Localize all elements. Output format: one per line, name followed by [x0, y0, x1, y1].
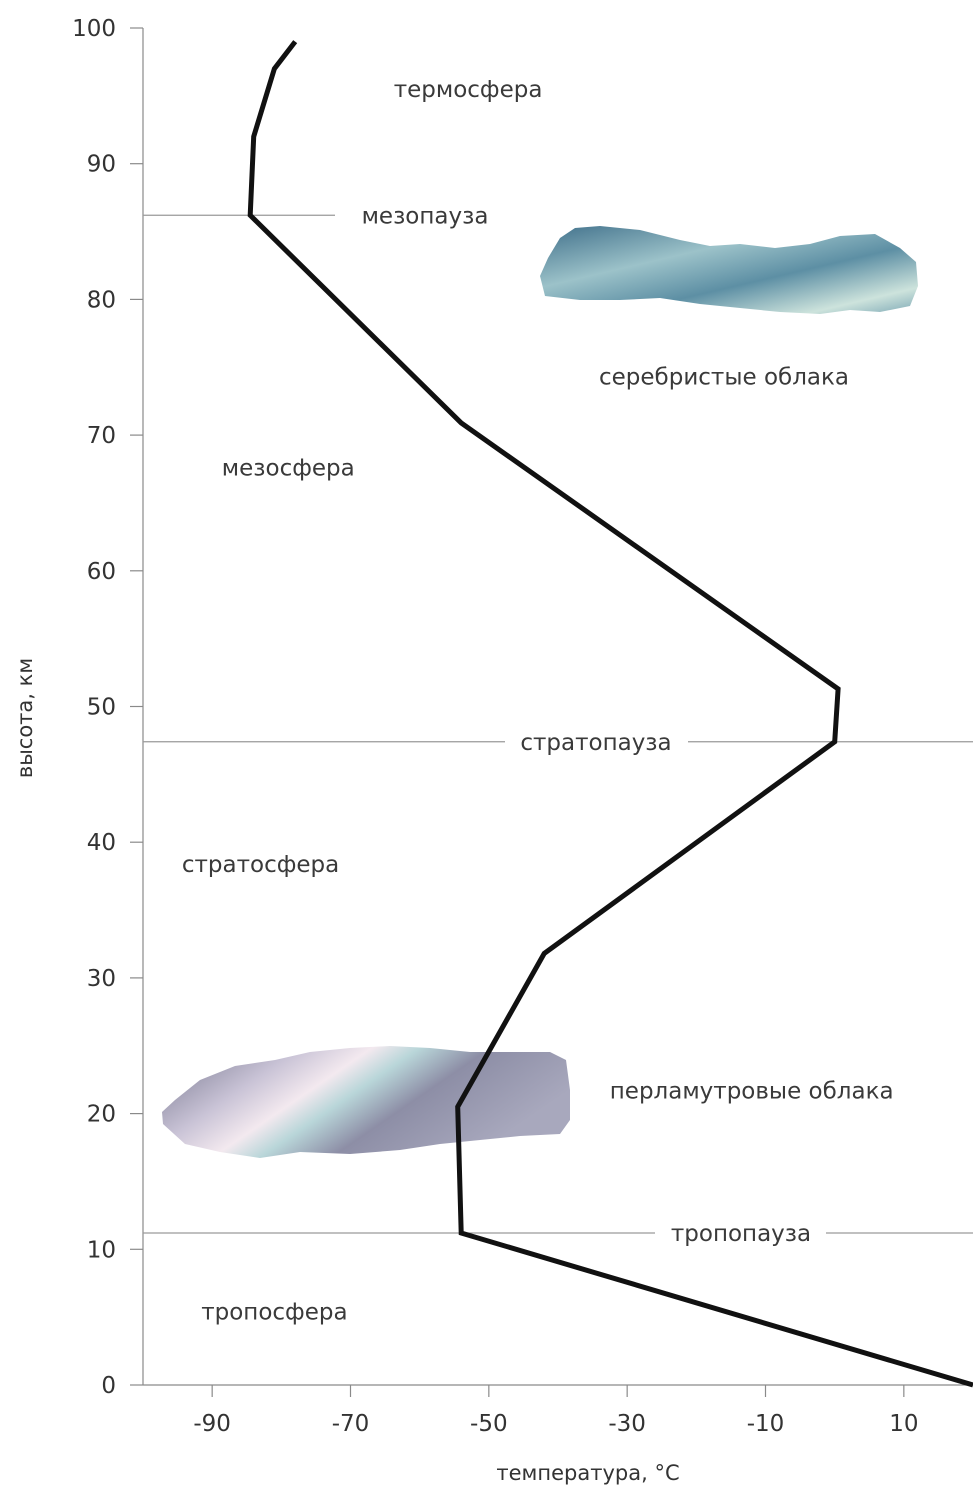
pause-label: стратопауза	[520, 730, 671, 756]
y-tick-label: 20	[87, 1102, 116, 1128]
temperature-profile-line	[247, 40, 973, 1388]
x-tick-label: -90	[193, 1411, 231, 1437]
y-tick-label: 40	[87, 830, 116, 856]
x-tick-label: 10	[889, 1411, 918, 1437]
region-labels: термосфера серебристые облака мезосфера стр…	[182, 77, 894, 1326]
y-tick-label: 100	[72, 16, 116, 42]
region-label: перламутровые облака	[610, 1079, 894, 1105]
x-tick-label: -70	[332, 1411, 370, 1437]
y-tick-label: 70	[87, 423, 116, 449]
y-tick-label: 60	[87, 559, 116, 585]
y-axis-ticks: 0 10 20 30 40 50 60 70 80 90 100	[72, 16, 143, 1399]
y-tick-label: 90	[87, 152, 116, 178]
y-tick-label: 10	[87, 1237, 116, 1263]
region-label: серебристые облака	[599, 365, 849, 391]
x-axis-ticks: -90 -70 -50 -30 -10 10	[193, 1385, 918, 1437]
region-label: тропосфера	[201, 1300, 347, 1326]
region-label: мезосфера	[222, 456, 355, 482]
y-axis-title: высота, км	[13, 658, 37, 778]
y-tick-label: 80	[87, 287, 116, 313]
y-tick-label: 50	[87, 695, 116, 721]
x-tick-label: -10	[747, 1411, 785, 1437]
pause-label: мезопауза	[362, 203, 489, 229]
noctilucent-cloud-image	[540, 226, 918, 314]
region-label: термосфера	[394, 77, 543, 103]
y-tick-label: 0	[101, 1373, 116, 1399]
x-axis-title: температура, °C	[496, 1461, 679, 1485]
region-label: стратосфера	[182, 852, 339, 878]
pause-label: тропопауза	[671, 1221, 811, 1247]
x-tick-label: -30	[608, 1411, 646, 1437]
nacreous-cloud-image	[162, 1046, 570, 1158]
x-tick-label: -50	[470, 1411, 508, 1437]
y-tick-label: 30	[87, 966, 116, 992]
